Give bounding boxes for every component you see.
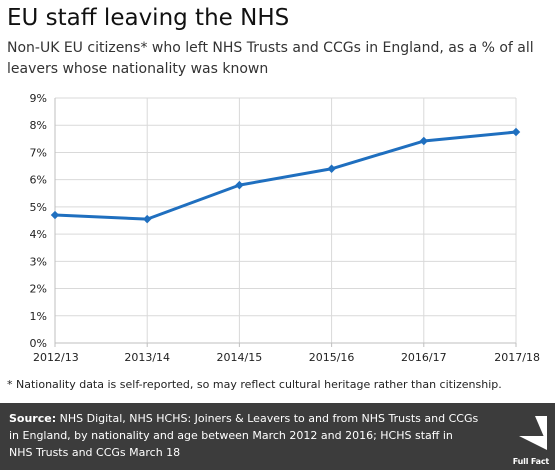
y-tick-label: 5%	[30, 201, 47, 214]
data-point	[511, 127, 521, 137]
full-fact-logo-icon	[519, 416, 547, 450]
y-tick-label: 2%	[30, 283, 47, 296]
chart-title: EU staff leaving the NHS	[7, 5, 290, 31]
grid-lines	[54, 97, 517, 344]
source-text: Source: NHS Digital, NHS HCHS: Joiners &…	[9, 410, 479, 461]
chart-subtitle: Non-UK EU citizens* who left NHS Trusts …	[7, 40, 534, 77]
y-tick-label: 7%	[30, 146, 47, 159]
line-chart: 0% 1% 2% 3% 4% 5% 6% 7% 8% 9% 2012/13 2013/14 2014/1…	[30, 92, 540, 364]
data-point	[50, 210, 60, 220]
source-bar: Source: NHS Digital, NHS HCHS: Joiners &…	[0, 403, 555, 470]
y-tick-label: 4%	[30, 228, 47, 241]
y-tick-label: 6%	[30, 174, 47, 187]
x-tick-label: 2014/15	[217, 351, 263, 364]
x-tick-label: 2015/16	[309, 351, 355, 364]
y-tick-label: 3%	[30, 255, 47, 268]
series-layer	[50, 127, 521, 224]
axes: 0% 1% 2% 3% 4% 5% 6% 7% 8% 9% 2012/13 2013/14 2014/1…	[30, 92, 540, 364]
y-tick-label: 9%	[30, 92, 47, 105]
data-point	[327, 164, 336, 174]
x-tick-label: 2012/13	[33, 351, 79, 364]
y-tick-label: 8%	[30, 119, 47, 132]
logo-text: Full Fact	[512, 457, 549, 466]
series-line	[54, 130, 517, 221]
x-tick-label: 2017/18	[494, 351, 540, 364]
y-tick-label: 0%	[30, 337, 47, 350]
footnote: * Nationality data is self-reported, so …	[7, 378, 502, 391]
data-point	[235, 180, 244, 190]
source-body: NHS Digital, NHS HCHS: Joiners & Leavers…	[9, 412, 479, 459]
x-tick-label: 2016/17	[401, 351, 447, 364]
data-point	[142, 214, 152, 224]
data-point	[419, 136, 429, 146]
x-tick-label: 2013/14	[124, 351, 170, 364]
y-tick-label: 1%	[30, 310, 47, 323]
source-label: Source:	[9, 412, 57, 425]
